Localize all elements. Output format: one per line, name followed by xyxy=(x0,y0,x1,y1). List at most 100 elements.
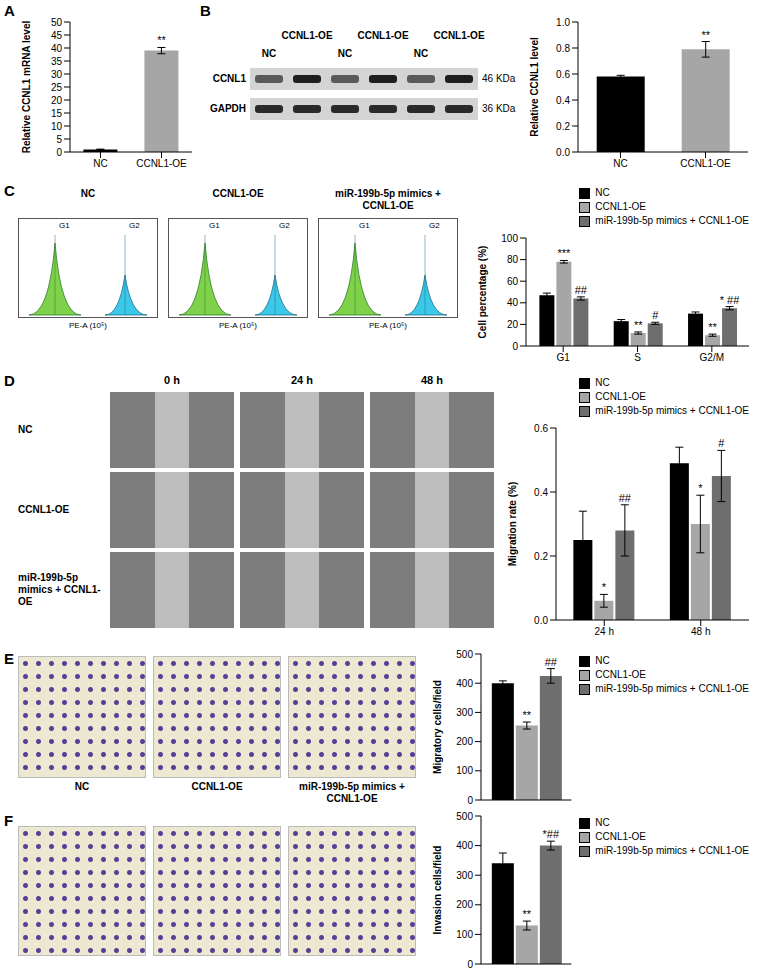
svg-text:0.0: 0.0 xyxy=(556,147,570,158)
svg-text:15: 15 xyxy=(51,108,63,119)
svg-text:100: 100 xyxy=(456,929,473,940)
svg-text:500: 500 xyxy=(456,812,473,822)
svg-text:0: 0 xyxy=(467,795,473,806)
html-text:36 KDa: 36 KDa xyxy=(482,103,516,114)
html-text:CCNL1-OE: CCNL1-OE xyxy=(433,30,485,41)
svg-text:5: 5 xyxy=(56,134,62,145)
html-text:miR-199b-5p mimics + CCNL1-OE: miR-199b-5p mimics + CCNL1-OE xyxy=(335,188,441,211)
svg-text:#: # xyxy=(718,437,725,449)
svg-text:10: 10 xyxy=(51,121,63,132)
svg-text:CCNL1-OE: CCNL1-OE xyxy=(680,158,731,169)
svg-text:**: ** xyxy=(523,709,532,721)
svg-text:20: 20 xyxy=(507,319,519,330)
svg-text:*: * xyxy=(602,581,607,593)
html-text:CCNL1-OE: CCNL1-OE xyxy=(595,391,646,402)
html-text:24 h: 24 h xyxy=(291,374,313,386)
svg-text:50: 50 xyxy=(51,17,63,28)
svg-text:##: ## xyxy=(575,284,588,296)
svg-text:48 h: 48 h xyxy=(691,626,710,637)
html-text:CCNL1: CCNL1 xyxy=(212,73,246,84)
svg-text:500: 500 xyxy=(456,650,473,660)
svg-text:NC: NC xyxy=(613,158,627,169)
svg-text:0.2: 0.2 xyxy=(556,121,570,132)
svg-text:200: 200 xyxy=(456,899,473,910)
html-text:miR-199b-5p mimics + CCNL1-OE: miR-199b-5p mimics + CCNL1-OE xyxy=(299,781,405,804)
html-text:C: C xyxy=(4,182,15,199)
svg-text:*##: *## xyxy=(543,828,560,840)
html-text:miR-199b-5p mimics + CCNL1-OE: miR-199b-5p mimics + CCNL1-OE xyxy=(595,215,749,226)
svg-text:30: 30 xyxy=(51,69,63,80)
svg-text:***: *** xyxy=(557,247,571,259)
html-text:NC: NC xyxy=(18,424,33,435)
svg-text:100: 100 xyxy=(501,233,518,244)
svg-text:40: 40 xyxy=(51,43,63,54)
svg-text:80: 80 xyxy=(507,254,519,265)
svg-text:0.4: 0.4 xyxy=(534,487,548,498)
svg-text:24 h: 24 h xyxy=(595,626,614,637)
html-text:48 h: 48 h xyxy=(421,374,443,386)
svg-text:0: 0 xyxy=(467,959,473,970)
svg-text:0.2: 0.2 xyxy=(534,551,548,562)
html-text:CCNL1-OE: CCNL1-OE xyxy=(357,30,409,41)
svg-text:##: ## xyxy=(545,656,558,668)
svg-text:**: ** xyxy=(157,34,166,46)
svg-text:**: ** xyxy=(701,29,710,41)
html-text:NC: NC xyxy=(413,48,429,59)
svg-text:40: 40 xyxy=(507,297,519,308)
html-text:46 KDa: 46 KDa xyxy=(482,73,516,84)
svg-text:300: 300 xyxy=(456,870,473,881)
svg-text:* ##: * ## xyxy=(720,294,740,306)
svg-text:Cell percentage (%): Cell percentage (%) xyxy=(477,246,488,339)
svg-text:0: 0 xyxy=(56,147,62,158)
svg-text:**: ** xyxy=(708,321,717,333)
svg-text:0.8: 0.8 xyxy=(556,43,570,54)
html-text:NC: NC xyxy=(337,48,353,59)
html-text:miR-199b-5p mimics + CCNL1-OE: miR-199b-5p mimics + CCNL1-OE xyxy=(595,405,749,416)
html-text:CCNL1-OE: CCNL1-OE xyxy=(18,504,70,515)
html-text:NC: NC xyxy=(595,187,610,198)
svg-text:CCNL1-OE: CCNL1-OE xyxy=(136,158,187,169)
html-text:CCNL1-OE: CCNL1-OE xyxy=(281,30,333,41)
html-text:NC: NC xyxy=(595,377,610,388)
svg-text:400: 400 xyxy=(456,678,473,689)
svg-text:Relative CCNL1 mRNA level: Relative CCNL1 mRNA level xyxy=(21,21,32,154)
svg-text:G1: G1 xyxy=(556,352,570,363)
svg-text:S: S xyxy=(634,352,641,363)
svg-text:60: 60 xyxy=(507,276,519,287)
svg-text:100: 100 xyxy=(456,765,473,776)
html-text:NC: NC xyxy=(80,188,96,199)
svg-text:20: 20 xyxy=(51,95,63,106)
svg-text:200: 200 xyxy=(456,736,473,747)
html-text:0 h: 0 h xyxy=(164,374,180,386)
html-text:NC: NC xyxy=(261,48,277,59)
svg-text:0: 0 xyxy=(512,341,518,352)
svg-text:45: 45 xyxy=(51,30,63,41)
svg-text:300: 300 xyxy=(456,707,473,718)
svg-text:Migratory cells/field: Migratory cells/field xyxy=(432,680,443,774)
html-text:D: D xyxy=(4,372,15,389)
html-text:miR-199b-5p mimics + CCNL1-OE: miR-199b-5p mimics + CCNL1-OE xyxy=(18,572,101,607)
svg-text:25: 25 xyxy=(51,82,63,93)
html-text:B: B xyxy=(200,2,211,19)
svg-text:0.6: 0.6 xyxy=(534,423,548,434)
svg-text:NC: NC xyxy=(93,158,107,169)
svg-text:1.0: 1.0 xyxy=(556,17,570,28)
svg-text:0.4: 0.4 xyxy=(556,95,570,106)
svg-text:0.6: 0.6 xyxy=(556,69,570,80)
svg-text:Invasion cells/field: Invasion cells/field xyxy=(432,846,443,935)
html-text:CCNL1-OE: CCNL1-OE xyxy=(212,188,264,199)
svg-text:0.0: 0.0 xyxy=(534,615,548,626)
svg-text:##: ## xyxy=(619,492,632,504)
html-text:A: A xyxy=(4,2,15,19)
svg-text:Migration rate (%): Migration rate (%) xyxy=(507,482,518,566)
svg-text:35: 35 xyxy=(51,56,63,67)
html-text:CCNL1-OE: CCNL1-OE xyxy=(595,201,646,212)
svg-text:Relative CCNL1 level: Relative CCNL1 level xyxy=(529,37,540,137)
html-text:GAPDH: GAPDH xyxy=(209,103,246,114)
svg-text:*: * xyxy=(698,482,703,494)
svg-text:**: ** xyxy=(523,908,532,920)
svg-text:#: # xyxy=(652,309,659,321)
svg-text:**: ** xyxy=(634,319,643,331)
svg-text:400: 400 xyxy=(456,840,473,851)
svg-text:G2/M: G2/M xyxy=(700,352,724,363)
